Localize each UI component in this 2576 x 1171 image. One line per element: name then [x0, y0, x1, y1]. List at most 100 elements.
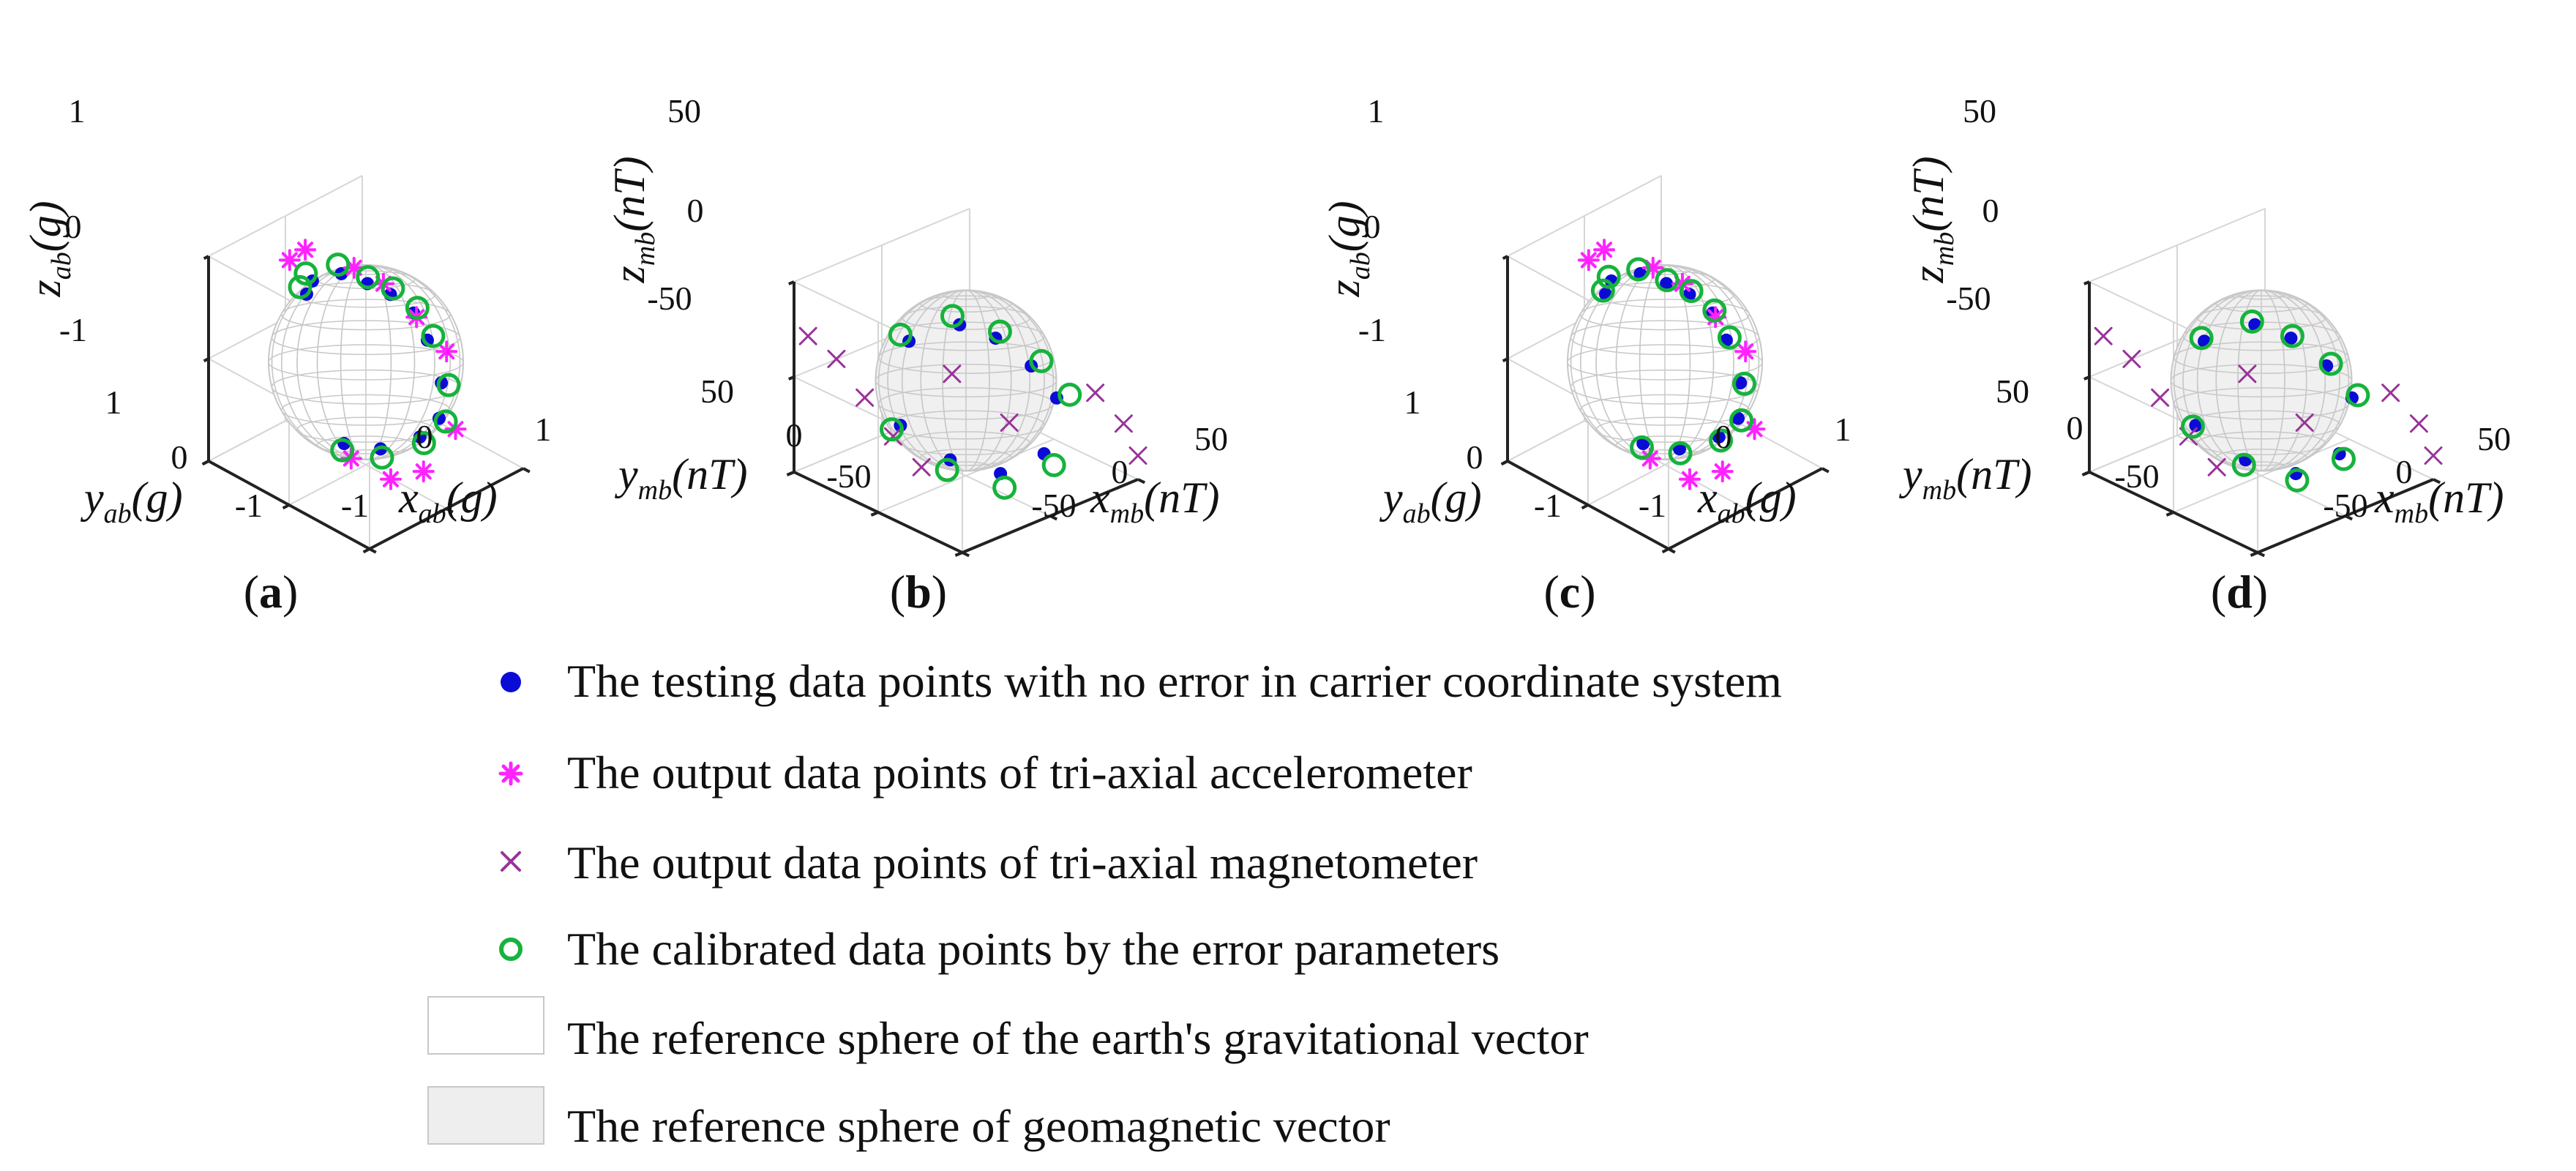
panel-d-testing-point: [2189, 419, 2203, 433]
panel-d-magnetometer-point: [2409, 414, 2428, 433]
panel-d-zlabel-tick-mid: 0: [1982, 192, 1999, 229]
panel-b-calibrated-point: [935, 457, 959, 482]
panel-d-xlabel: xmb(nT): [2374, 474, 2504, 529]
panel-b-calibrated-point: [1029, 348, 1054, 373]
panel-b-sphere-latitude: [901, 305, 1031, 330]
legend-dot-marker: [501, 672, 521, 692]
panel-c-y-tick-mark: [1500, 460, 1508, 466]
panel-c-ylabel-tick-mid: 0: [1467, 438, 1483, 476]
panel-a-ylabel-tick-low: -1: [235, 487, 263, 524]
panel-a-x-tick-mark: [446, 507, 454, 514]
legend-label: The reference sphere of geomagnetic vect…: [567, 1100, 1390, 1152]
panel-a-y-tick-mark: [362, 547, 370, 554]
panel-c-xlabel: xab(g): [1697, 474, 1797, 529]
panel-b-magnetometer-point: [1000, 414, 1019, 432]
panel-b-magnetometer-point: [827, 349, 846, 368]
panel-b-sphere-latitude: [942, 461, 990, 471]
panel-c-accelerometer-point: [1577, 249, 1600, 272]
panel-a-calibrated-point: [381, 276, 405, 301]
panel-d-calibrated-point: [2285, 468, 2310, 493]
panel-a-xlabel: xab(g): [398, 474, 498, 529]
panel-d-magnetometer-point: [2151, 388, 2170, 407]
panel-b-magnetometer-point: [883, 427, 902, 446]
panel-b-x-tick-mark: [962, 551, 970, 558]
panel-d-x-tick-mark: [2345, 515, 2354, 521]
legend-cross-marker: [501, 851, 521, 872]
panel-a-sphere-meridian: [271, 264, 461, 460]
panel-c-calibrated-point: [1655, 268, 1680, 293]
panel-d-calibrated-point: [2280, 323, 2304, 348]
legend-white-swatch: [427, 996, 544, 1055]
panel-a-x-tick-mark: [523, 467, 531, 474]
panel-a-calibrated-point: [411, 431, 436, 455]
panel-d-testing-point: [2284, 332, 2298, 345]
panel-c-accelerometer-point: [1678, 468, 1701, 490]
legend-item-calibrated: The calibrated data points by the error …: [499, 923, 1499, 975]
panel-c-xlabel-tick-low: -1: [1639, 487, 1666, 524]
legend-gray-swatch: [427, 1086, 544, 1145]
panel-c-xlabel-tick-high: 1: [1835, 411, 1852, 448]
panel-d-y-tick-mark: [2250, 551, 2258, 557]
panel-c-calibrated-point: [1732, 371, 1756, 396]
panel-c-y-tick-mark: [1581, 504, 1589, 510]
panel-d-magnetometer-point: [2424, 446, 2443, 465]
panel-c-calibrated-point: [1679, 279, 1704, 304]
panel-d-chart: 50 0 -50 50 0 -50 -50 0 50 zmb(nT) ymb(n…: [1898, 92, 2511, 618]
panel-a-points: [278, 239, 467, 490]
panel-a-calibrated-point: [433, 409, 458, 434]
panel-b-magnetometer-point: [855, 388, 875, 407]
panel-b-zlabel-tick-mid: 0: [687, 192, 704, 229]
panel-b-xlabel-tick-low: -50: [1031, 487, 1076, 524]
panel-a-zlabel-tick-low: -1: [59, 311, 87, 348]
panel-c-ylabel-tick-high: 1: [1404, 384, 1421, 421]
panel-b-magnetometer-point: [1128, 446, 1147, 465]
panel-b-magnetometer-point: [1114, 414, 1133, 433]
panel-d-zlabel: zmb(nT): [1904, 156, 1960, 283]
panel-b-axes: [786, 280, 1146, 558]
panel-d-grid-line: [2173, 438, 2350, 513]
panel-b-sphere: [875, 289, 1057, 472]
panel-b-sphere-meridian: [877, 289, 1055, 472]
panel-c-grid-line: [1507, 175, 1662, 257]
panel-c-axes: [1500, 255, 1830, 554]
panel-a-calibrated-point: [436, 373, 461, 397]
panel-d-z-tick-mark: [2083, 375, 2090, 381]
panel-b-magnetometer-point: [943, 364, 962, 384]
panel-b-grid-line: [793, 208, 970, 283]
legend-item-accelerometer: The output data points of tri-axial acce…: [498, 747, 1472, 798]
panel-b-calibrated-point: [940, 304, 965, 329]
panel-d-magnetometer-point: [2094, 326, 2113, 345]
panel-c-zlabel-tick-mid: 0: [1364, 208, 1381, 245]
panel-a-grid-line: [208, 175, 363, 257]
panel-d-sphere-latitude: [2237, 290, 2285, 300]
panel-a-sphere-latitude: [296, 416, 435, 443]
panel-a-chart: 1 0 -1 1 0 -1 -1 0 1 zab(g) yab(g) xab(g…: [21, 92, 552, 618]
legend-label: The calibrated data points by the error …: [567, 923, 1499, 975]
panel-a-z-tick-mark: [203, 255, 209, 261]
panel-c-x-tick-mark: [1821, 467, 1830, 474]
panel-a-calibrated-point: [288, 274, 312, 299]
panel-c-zlabel: zab(g): [1320, 201, 1376, 297]
panel-c-sphere: [1567, 264, 1763, 460]
panel-a-calibrated-point: [405, 296, 430, 321]
panel-b-caption: (b): [890, 566, 947, 618]
legend-item-gravitational-sphere: The reference sphere of the earth's grav…: [427, 996, 1589, 1064]
panel-d-magnetometer-point: [2295, 414, 2314, 432]
panel-b-y-tick-mark: [870, 511, 879, 517]
panel-b-calibrated-point: [1057, 382, 1082, 407]
panel-b-x-tick-mark: [1137, 478, 1146, 485]
panel-b-zlabel-tick-top: 50: [667, 92, 701, 130]
panel-b-chart: 50 0 -50 50 0 -50 -50 0 50 zmb(nT) ymb(n…: [605, 92, 1228, 618]
panel-d-sphere-latitude: [2196, 431, 2326, 456]
panel-d-calibrated-point: [2318, 351, 2343, 376]
panel-c-xlabel-tick-mid: 0: [1715, 418, 1732, 455]
panel-b-calibrated-point: [1041, 453, 1066, 477]
panel-d-points: [2094, 309, 2443, 493]
panel-b-calibrated-point: [880, 417, 904, 442]
panel-d-zlabel-tick-low: -50: [1946, 280, 1991, 317]
legend-label: The output data points of tri-axial magn…: [567, 837, 1478, 888]
panel-b-zlabel: zmb(nT): [605, 156, 661, 283]
panel-d-axes: [2081, 280, 2441, 558]
panel-d-magnetometer-point: [2207, 457, 2226, 476]
panel-b-calibrated-point: [992, 475, 1017, 500]
